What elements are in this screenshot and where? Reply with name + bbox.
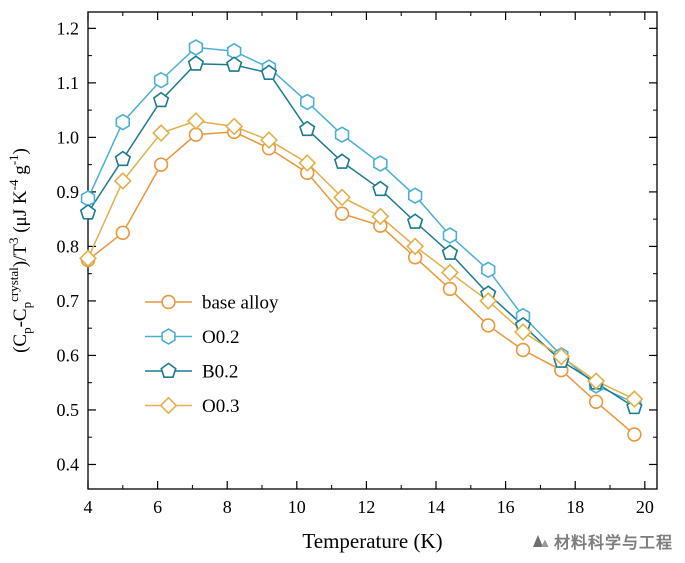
y-tick-label: 0.7	[57, 291, 80, 311]
y-tick-label: 0.4	[57, 454, 80, 474]
pentagon-marker	[441, 244, 459, 260]
x-tick-label: 18	[566, 497, 584, 517]
circle-marker	[588, 394, 604, 409]
legend-label: B0.2	[202, 362, 238, 383]
series-markers-base-alloy	[80, 124, 642, 442]
diamond-marker	[514, 323, 532, 341]
legend: base alloy O0.2 B0.2 O0.3	[145, 293, 279, 417]
pentagon-marker	[79, 204, 97, 220]
legend-item-base-alloy: base alloy	[145, 293, 279, 314]
legend-label: base alloy	[202, 293, 279, 314]
pentagon-marker	[187, 55, 205, 71]
y-tick-label: 0.9	[57, 182, 80, 202]
circle-marker	[115, 225, 131, 240]
x-tick-label: 4	[84, 497, 93, 517]
diamond-marker	[440, 263, 459, 282]
diamond-marker	[225, 117, 244, 136]
diamond-marker	[298, 154, 317, 172]
y-tick-label: 1.1	[57, 73, 80, 93]
x-axis-title: Temperature (K)	[302, 529, 442, 553]
x-tick-label: 16	[497, 497, 515, 517]
pentagon-marker	[299, 120, 316, 137]
hexagon-marker	[442, 227, 458, 244]
diamond-marker	[333, 188, 351, 207]
y-tick-label: 1.0	[57, 127, 80, 147]
y-tick-label: 1.2	[57, 18, 80, 38]
hexagon-marker	[334, 126, 350, 143]
pentagon-marker	[152, 91, 170, 108]
circle-marker	[481, 318, 496, 333]
legend-item-o02: O0.2	[145, 327, 239, 348]
circle-marker	[515, 342, 531, 358]
x-tick-label: 12	[357, 497, 375, 517]
x-tick-label: 6	[153, 497, 162, 517]
minor-ticks	[88, 12, 657, 489]
x-tick-label: 14	[427, 497, 445, 517]
legend-item-o03: O0.3	[145, 396, 239, 417]
pentagon-marker	[406, 213, 424, 229]
x-tick-labels: 4 6 8 10 12 14 16 18 20	[84, 497, 654, 517]
y-tick-label: 0.8	[57, 236, 80, 256]
hexagon-marker	[161, 328, 176, 345]
circle-marker	[161, 294, 176, 310]
hexagon-marker	[481, 261, 496, 279]
y-tick-labels: 0.4 0.5 0.6 0.7 0.8 0.9 1.0 1.1 1.2	[57, 18, 80, 474]
y-tick-label: 0.5	[57, 400, 80, 420]
hexagon-marker	[300, 93, 315, 111]
diamond-marker	[260, 131, 278, 150]
circle-marker	[334, 206, 350, 221]
y-tick-label: 0.6	[57, 345, 80, 365]
series-markers-b02	[79, 55, 643, 415]
watermark: 材料科学与工程	[532, 529, 673, 553]
x-tick-label: 20	[636, 497, 654, 517]
pentagon-marker	[333, 153, 351, 169]
legend-label: O0.3	[202, 396, 239, 417]
series-line-o02	[87, 46, 635, 404]
circle-marker	[188, 127, 204, 142]
watermark-logo	[532, 535, 549, 547]
series-line-o03	[87, 120, 635, 400]
series-line-b02	[87, 63, 635, 408]
plot-border	[87, 11, 658, 490]
pentagon-marker	[372, 180, 389, 197]
hexagon-marker	[153, 71, 169, 89]
x-tick-label: 10	[288, 497, 306, 517]
hexagon-marker	[373, 155, 388, 172]
legend-item-b02: B0.2	[145, 362, 238, 383]
circle-marker	[153, 157, 169, 172]
pentagon-marker	[260, 64, 278, 80]
diamond-marker	[152, 124, 171, 142]
pentagon-marker	[160, 362, 177, 378]
series-markers-o03	[79, 112, 644, 408]
y-axis-title: (Cp-Cpcrystal)/T3 (μJ K-4 g-1)	[6, 148, 34, 353]
diamond-marker	[186, 112, 205, 130]
major-ticks	[87, 12, 657, 489]
pentagon-marker	[225, 56, 243, 72]
hexagon-marker	[80, 190, 96, 207]
hexagon-marker	[188, 39, 204, 56]
diamond-marker	[587, 372, 606, 390]
diamond-marker	[406, 237, 425, 256]
diamond-marker	[159, 396, 178, 415]
x-tick-label: 8	[223, 497, 232, 517]
pentagon-marker	[114, 150, 131, 167]
series-line-base-alloy	[87, 131, 635, 436]
diamond-marker	[371, 207, 390, 226]
legend-label: O0.2	[202, 327, 239, 348]
diamond-marker	[79, 249, 97, 268]
diamond-marker	[625, 390, 644, 408]
hexagon-marker	[407, 187, 423, 205]
diamond-marker	[479, 291, 498, 310]
diamond-marker	[552, 347, 571, 366]
watermark-text: 材料科学与工程	[553, 533, 673, 552]
circle-marker	[627, 427, 642, 442]
circle-marker	[442, 281, 458, 297]
hexagon-marker	[115, 113, 131, 131]
diamond-marker	[113, 172, 132, 190]
